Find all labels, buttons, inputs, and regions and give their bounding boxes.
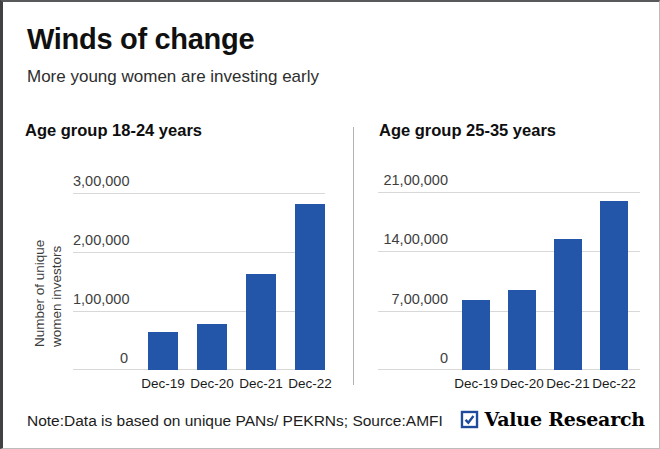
plot-area-25-35: 07,00,00014,00,00021,00,000Dec-19Dec-20D…: [378, 192, 640, 370]
y-tick-label: 0: [378, 350, 448, 366]
y-tick-label: 7,00,000: [378, 291, 448, 307]
brand-text: Value Research: [484, 408, 645, 430]
gridline: [73, 193, 325, 194]
subtitle: More young women are investing early: [27, 66, 319, 88]
bar-dec-22: [295, 204, 325, 370]
bar-dec-20: [197, 324, 227, 370]
value-research-logo: Value Research: [460, 408, 645, 430]
gridline: [378, 192, 640, 193]
bar-dec-19: [462, 300, 490, 370]
y-tick-label: 21,00,000: [378, 172, 448, 188]
y-tick-label: 0: [73, 350, 128, 366]
note-text: Note:Data is based on unique PANs/ PEKRN…: [27, 411, 443, 431]
y-tick-label: 2,00,000: [73, 232, 128, 248]
y-axis-label-line-1: Number of unique: [31, 215, 48, 347]
bar-dec-20: [508, 290, 536, 370]
infographic-card: Winds of change More young women are inv…: [0, 0, 660, 449]
gridline: [73, 311, 325, 312]
chart-title-25-35: Age group 25-35 years: [379, 120, 556, 140]
plot-area-18-24: 01,00,0002,00,0003,00,000Dec-19Dec-20Dec…: [73, 193, 325, 370]
bar-dec-21: [554, 239, 582, 370]
page-title: Winds of change: [27, 22, 254, 56]
gridline: [73, 252, 325, 253]
bar-dec-21: [246, 274, 276, 370]
y-tick-label: 3,00,000: [73, 173, 128, 189]
y-tick-label: 1,00,000: [73, 291, 128, 307]
chart-title-18-24: Age group 18-24 years: [25, 120, 202, 140]
y-tick-label: 14,00,000: [378, 231, 448, 247]
bar-dec-19: [148, 332, 178, 370]
checkbox-check-icon: [460, 410, 479, 429]
y-axis-label-line-2: women investors: [48, 215, 65, 347]
category-label: Dec-22: [279, 376, 341, 392]
chart-divider: [353, 127, 354, 385]
bar-dec-22: [600, 201, 628, 370]
category-label: Dec-22: [583, 376, 645, 392]
